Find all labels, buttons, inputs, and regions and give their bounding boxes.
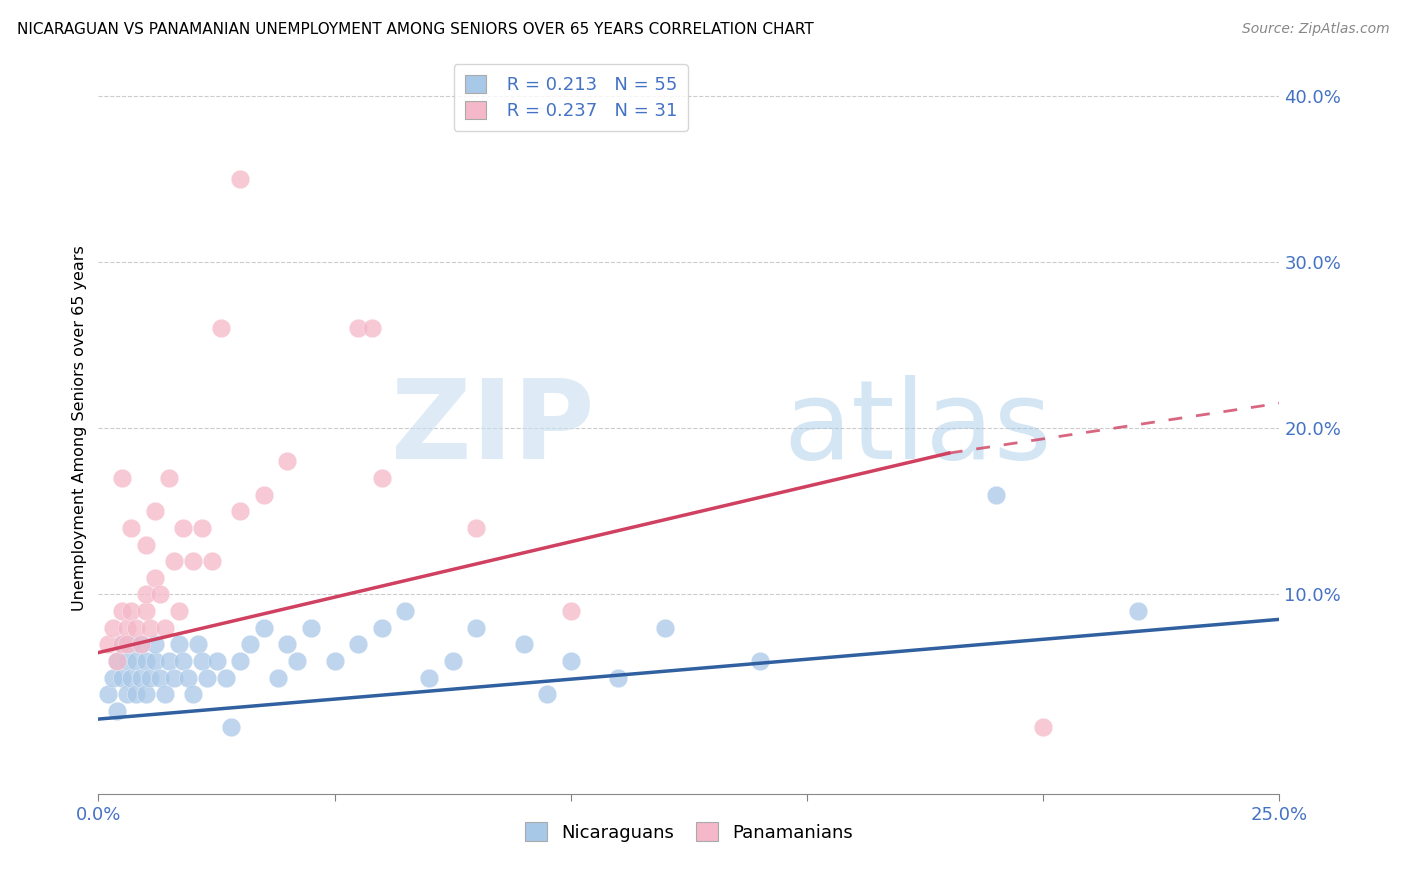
Point	[115, 637, 138, 651]
Point	[191, 654, 214, 668]
Point	[276, 637, 298, 651]
Point	[465, 521, 488, 535]
Point	[153, 621, 176, 635]
Point	[229, 654, 252, 668]
Point	[285, 654, 308, 668]
Point	[157, 471, 180, 485]
Point	[111, 604, 134, 618]
Point	[105, 654, 128, 668]
Point	[748, 654, 770, 668]
Point	[323, 654, 346, 668]
Point	[105, 654, 128, 668]
Point	[139, 671, 162, 685]
Point	[101, 621, 124, 635]
Point	[239, 637, 262, 651]
Point	[139, 621, 162, 635]
Point	[191, 521, 214, 535]
Point	[201, 554, 224, 568]
Point	[229, 171, 252, 186]
Point	[512, 637, 534, 651]
Point	[418, 671, 440, 685]
Point	[149, 671, 172, 685]
Point	[121, 671, 143, 685]
Point	[371, 471, 394, 485]
Text: Source: ZipAtlas.com: Source: ZipAtlas.com	[1241, 22, 1389, 37]
Legend: Nicaraguans, Panamanians: Nicaraguans, Panamanians	[516, 814, 862, 851]
Point	[1032, 720, 1054, 734]
Point	[394, 604, 416, 618]
Point	[536, 687, 558, 701]
Point	[97, 687, 120, 701]
Point	[143, 637, 166, 651]
Point	[181, 687, 204, 701]
Point	[157, 654, 180, 668]
Point	[143, 504, 166, 518]
Point	[465, 621, 488, 635]
Text: NICARAGUAN VS PANAMANIAN UNEMPLOYMENT AMONG SENIORS OVER 65 YEARS CORRELATION CH: NICARAGUAN VS PANAMANIAN UNEMPLOYMENT AM…	[17, 22, 814, 37]
Point	[371, 621, 394, 635]
Point	[181, 554, 204, 568]
Point	[115, 621, 138, 635]
Point	[205, 654, 228, 668]
Point	[135, 587, 157, 601]
Y-axis label: Unemployment Among Seniors over 65 years: Unemployment Among Seniors over 65 years	[72, 245, 87, 611]
Point	[125, 687, 148, 701]
Point	[115, 687, 138, 701]
Point	[299, 621, 322, 635]
Point	[229, 504, 252, 518]
Point	[172, 654, 194, 668]
Text: atlas: atlas	[783, 375, 1052, 482]
Text: ZIP: ZIP	[391, 375, 595, 482]
Point	[125, 621, 148, 635]
Point	[361, 321, 384, 335]
Point	[111, 637, 134, 651]
Point	[135, 537, 157, 551]
Point	[187, 637, 209, 651]
Point	[177, 671, 200, 685]
Point	[195, 671, 218, 685]
Point	[560, 654, 582, 668]
Point	[105, 704, 128, 718]
Point	[1126, 604, 1149, 618]
Point	[153, 687, 176, 701]
Point	[129, 637, 152, 651]
Point	[654, 621, 676, 635]
Point	[121, 521, 143, 535]
Point	[167, 604, 190, 618]
Point	[253, 488, 276, 502]
Point	[219, 720, 242, 734]
Point	[115, 654, 138, 668]
Point	[215, 671, 238, 685]
Point	[135, 687, 157, 701]
Point	[276, 454, 298, 468]
Point	[441, 654, 464, 668]
Point	[135, 654, 157, 668]
Point	[111, 671, 134, 685]
Point	[267, 671, 290, 685]
Point	[163, 671, 186, 685]
Point	[560, 604, 582, 618]
Point	[167, 637, 190, 651]
Point	[347, 637, 370, 651]
Point	[101, 671, 124, 685]
Point	[111, 637, 134, 651]
Point	[143, 654, 166, 668]
Point	[347, 321, 370, 335]
Point	[121, 604, 143, 618]
Point	[121, 637, 143, 651]
Point	[125, 654, 148, 668]
Point	[111, 471, 134, 485]
Point	[149, 587, 172, 601]
Point	[607, 671, 630, 685]
Point	[129, 671, 152, 685]
Point	[163, 554, 186, 568]
Point	[129, 637, 152, 651]
Point	[984, 488, 1007, 502]
Point	[172, 521, 194, 535]
Point	[209, 321, 232, 335]
Point	[253, 621, 276, 635]
Point	[135, 604, 157, 618]
Point	[143, 571, 166, 585]
Point	[97, 637, 120, 651]
